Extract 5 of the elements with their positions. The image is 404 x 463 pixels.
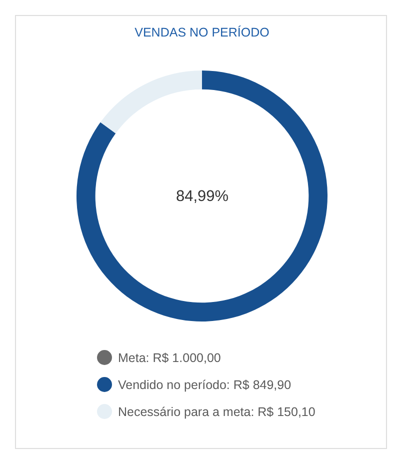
legend-label: Necessário para a meta: R$ 150,10 (118, 404, 316, 418)
chart-title: VENDAS NO PERÍODO (134, 25, 270, 40)
legend-label: Meta: R$ 1.000,00 (118, 350, 221, 364)
legend-label: Vendido no período: R$ 849,90 (118, 378, 292, 392)
text: 84,99% (176, 188, 229, 205)
